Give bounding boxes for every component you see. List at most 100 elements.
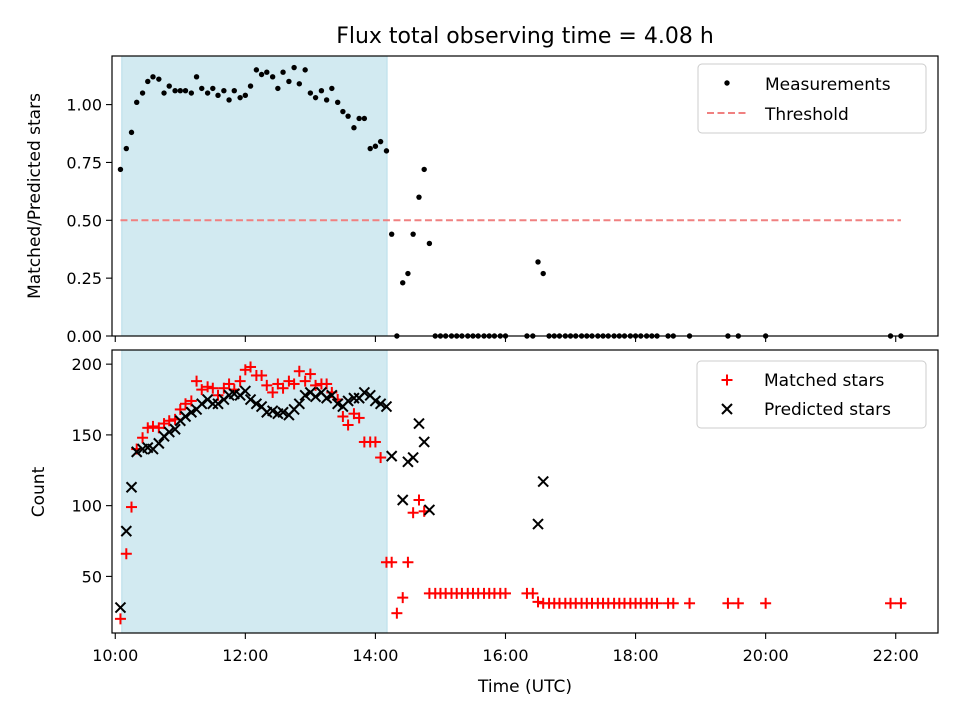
measurement-point bbox=[340, 108, 346, 115]
y-tick-label: 0.50 bbox=[66, 211, 102, 230]
predicted-stars-point bbox=[239, 385, 252, 397]
matched-stars-point bbox=[261, 379, 273, 391]
measurement-point bbox=[237, 94, 243, 101]
predicted-stars-point bbox=[385, 450, 398, 462]
matched-stars-point bbox=[391, 607, 403, 619]
bottom-y-ticks: 50 100 150 200 bbox=[71, 355, 112, 586]
matched-stars-point bbox=[684, 597, 696, 609]
x-tick-label: 12:00 bbox=[222, 646, 268, 665]
matched-stars-point bbox=[369, 436, 381, 448]
bottom-legend: Matched stars Predicted stars bbox=[696, 360, 927, 429]
x-tick-label: 20:00 bbox=[743, 646, 789, 665]
measurement-point bbox=[215, 92, 221, 99]
matched-stars-point bbox=[207, 382, 219, 394]
top-axes-frame bbox=[111, 55, 939, 337]
measurement-point bbox=[307, 90, 314, 96]
predicted-stars-point bbox=[326, 389, 338, 401]
measurement-point bbox=[166, 83, 172, 89]
measurement-point bbox=[188, 90, 195, 96]
measurement-point bbox=[199, 85, 205, 92]
matched-stars-point bbox=[196, 384, 208, 396]
top-x-ticks bbox=[114, 336, 897, 342]
matched-stars-point bbox=[397, 592, 409, 604]
measurement-point bbox=[242, 92, 249, 99]
predicted-stars-point bbox=[397, 494, 409, 506]
matched-stars-point bbox=[732, 597, 744, 609]
measurement-point bbox=[329, 85, 335, 92]
bottom-y-axis-label: Count bbox=[29, 466, 49, 517]
matched-stars-point bbox=[245, 361, 257, 373]
matched-stars-point bbox=[375, 452, 387, 464]
x-axis-label: Time (UTC) bbox=[477, 677, 572, 697]
measurement-point bbox=[535, 259, 541, 265]
predicted-stars-point bbox=[413, 417, 425, 430]
matched-stars-point bbox=[256, 369, 268, 381]
matched-stars-point bbox=[163, 415, 175, 427]
measurement-point bbox=[204, 90, 211, 96]
matched-stars-point bbox=[321, 378, 333, 390]
matched-stars-point bbox=[407, 507, 419, 519]
measurement-point bbox=[145, 78, 151, 85]
matched-stars-point bbox=[402, 556, 414, 568]
matched-stars-point bbox=[386, 556, 398, 568]
measurement-point bbox=[345, 113, 351, 119]
matched-stars-point bbox=[179, 398, 191, 410]
measurement-point bbox=[334, 99, 341, 105]
measurement-point bbox=[540, 270, 546, 277]
legend-measurements-marker bbox=[724, 80, 730, 86]
measurement-point bbox=[383, 148, 390, 154]
matched-stars-point bbox=[667, 597, 679, 609]
matched-stars-point bbox=[185, 395, 197, 407]
measurement-point bbox=[356, 115, 362, 122]
bottom-panel: 50 100 150 200 10:00 12:00 14:00 16:00 18:00 20:… bbox=[29, 349, 939, 697]
predicted-stars-point bbox=[418, 436, 430, 448]
predicted-stars-point bbox=[179, 410, 192, 423]
y-tick-label: 0.25 bbox=[66, 269, 102, 288]
matched-stars-point bbox=[310, 379, 322, 391]
matched-stars-point bbox=[651, 597, 663, 609]
matched-stars-point bbox=[342, 419, 354, 431]
measurement-point bbox=[410, 231, 416, 237]
matched-stars-point bbox=[142, 422, 154, 434]
measurement-point bbox=[221, 88, 227, 94]
predicted-stars-point bbox=[169, 423, 181, 435]
predicted-stars-point bbox=[163, 426, 175, 438]
predicted-stars-point bbox=[131, 446, 143, 458]
predicted-stars-point bbox=[120, 525, 133, 537]
matched-stars-point bbox=[191, 375, 203, 387]
matched-stars-point bbox=[120, 548, 132, 560]
predicted-stars-point bbox=[374, 398, 387, 410]
predicted-stars-point bbox=[537, 475, 549, 488]
measurement-point bbox=[291, 64, 297, 71]
y-tick-label: 100 bbox=[71, 497, 102, 516]
measurement-point bbox=[372, 143, 379, 149]
x-tick-label: 18:00 bbox=[613, 646, 659, 665]
measurement-point bbox=[156, 76, 162, 82]
matched-stars-point bbox=[234, 375, 246, 387]
predicted-stars-point bbox=[342, 395, 354, 407]
predicted-stars-point bbox=[196, 398, 208, 410]
matched-stars-point bbox=[202, 381, 214, 393]
matched-stars-point bbox=[114, 613, 126, 625]
legend-x-glyph bbox=[721, 403, 733, 415]
measurement-point bbox=[323, 97, 330, 103]
measurement-point bbox=[400, 280, 406, 286]
measurement-point bbox=[367, 145, 373, 152]
measurement-point bbox=[210, 85, 216, 92]
measurement-point bbox=[123, 145, 130, 152]
x-tick-label: 22:00 bbox=[873, 646, 919, 665]
measurement-point bbox=[361, 115, 368, 122]
measurement-point bbox=[139, 90, 146, 96]
matched-stars-point bbox=[223, 378, 235, 390]
measurement-point bbox=[134, 99, 140, 105]
predicted-stars-point bbox=[348, 392, 360, 404]
bottom-data-marks bbox=[114, 361, 907, 625]
measurement-point bbox=[275, 85, 281, 92]
matched-stars-point bbox=[277, 382, 289, 394]
measurement-point bbox=[177, 88, 183, 94]
matched-stars-point bbox=[722, 597, 734, 609]
predicted-stars-point bbox=[293, 398, 306, 410]
x-tick-label: 16:00 bbox=[482, 646, 528, 665]
x-tick-label: 10:00 bbox=[92, 646, 138, 665]
measurement-point bbox=[150, 74, 156, 80]
